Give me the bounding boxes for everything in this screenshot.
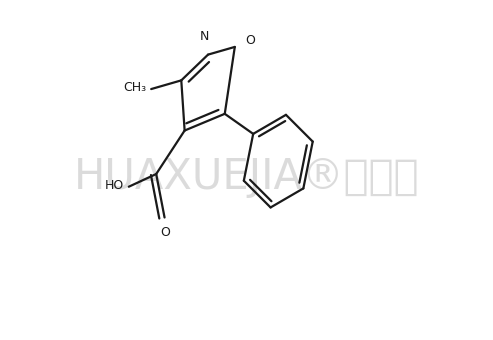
Text: O: O: [160, 226, 170, 239]
Text: HO: HO: [105, 178, 124, 191]
Text: HUAXUEJIA®化学加: HUAXUEJIA®化学加: [73, 156, 420, 198]
Text: N: N: [200, 30, 210, 43]
Text: O: O: [246, 34, 255, 47]
Text: CH₃: CH₃: [123, 81, 146, 94]
